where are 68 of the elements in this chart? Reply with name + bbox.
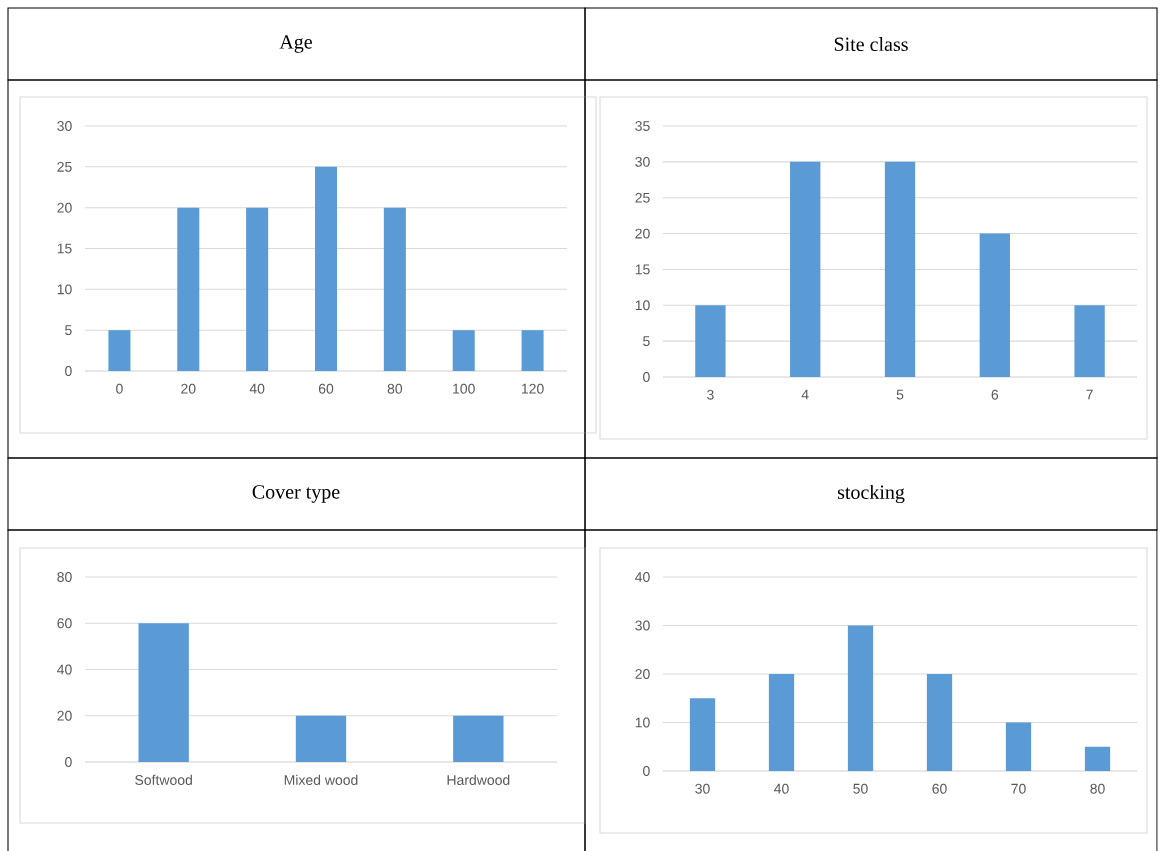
x-tick-label: 40 [249, 383, 265, 394]
y-tick-label: 5 [643, 336, 650, 347]
bar [383, 207, 406, 371]
y-tick-label: 25 [635, 192, 650, 203]
y-tick-label: 0 [65, 757, 72, 767]
bar [847, 625, 874, 772]
y-tick-label: 20 [57, 710, 72, 721]
y-tick-label: 80 [57, 572, 72, 582]
x-tick-label: Mixed wood [284, 774, 358, 786]
bar [1074, 305, 1105, 378]
x-tick-label: 60 [318, 383, 334, 394]
y-tick-label: 40 [635, 572, 650, 582]
y-tick-label: 15 [57, 243, 72, 254]
x-tick-label: 120 [521, 383, 544, 394]
y-tick-label: 0 [643, 372, 650, 382]
y-tick-label: 30 [635, 156, 650, 167]
bar [926, 674, 953, 772]
x-tick-label: 4 [801, 389, 809, 400]
y-tick-label: 0 [65, 366, 72, 376]
y-tick-label: 5 [65, 325, 72, 336]
x-tick-label: 80 [1090, 783, 1105, 794]
bar [768, 674, 795, 772]
bar [689, 698, 716, 772]
x-tick-label: 30 [695, 783, 710, 794]
y-tick-label: 35 [635, 121, 650, 131]
bar [1005, 722, 1032, 772]
bar [884, 161, 916, 378]
y-tick-label: 10 [57, 284, 72, 295]
x-tick-label: 20 [181, 383, 196, 394]
chart-title: stocking [837, 484, 905, 504]
y-tick-label: 20 [635, 669, 650, 679]
y-tick-label: 10 [635, 300, 650, 311]
chart-title: Age [279, 35, 312, 53]
x-tick-label: 5 [896, 389, 904, 400]
x-tick-label: 60 [932, 783, 947, 794]
x-tick-label: 7 [1086, 389, 1093, 400]
x-tick-label: 3 [707, 389, 714, 400]
bar [695, 305, 726, 378]
y-tick-label: 20 [635, 228, 650, 239]
bar [177, 207, 200, 371]
x-tick-label: Softwood [135, 774, 192, 786]
x-tick-label: 70 [1011, 783, 1026, 794]
y-tick-label: 40 [57, 664, 72, 675]
y-tick-label: 15 [635, 264, 650, 275]
bar [1084, 746, 1111, 772]
bar [452, 330, 475, 371]
y-tick-label: 10 [635, 717, 650, 728]
x-tick-label: 100 [453, 383, 475, 394]
bar [246, 207, 269, 371]
chart-title: Site class [834, 36, 908, 52]
bar [790, 161, 821, 378]
bar [521, 330, 544, 371]
y-tick-label: 20 [57, 202, 72, 213]
y-tick-label: 25 [57, 161, 72, 172]
x-tick-label: 6 [991, 389, 999, 400]
bar [108, 330, 131, 371]
x-tick-label: 0 [116, 383, 123, 394]
y-tick-label: 30 [635, 620, 650, 631]
chart-title: Cover type [252, 485, 340, 503]
bar [314, 166, 338, 371]
x-tick-label: 50 [853, 783, 868, 794]
x-tick-label: Hardwood [447, 774, 510, 786]
y-tick-label: 30 [57, 121, 72, 131]
bar [979, 233, 1010, 378]
y-tick-label: 0 [643, 766, 650, 776]
x-tick-label: 40 [774, 783, 789, 794]
x-tick-label: 80 [387, 383, 403, 394]
y-tick-label: 60 [57, 618, 72, 629]
